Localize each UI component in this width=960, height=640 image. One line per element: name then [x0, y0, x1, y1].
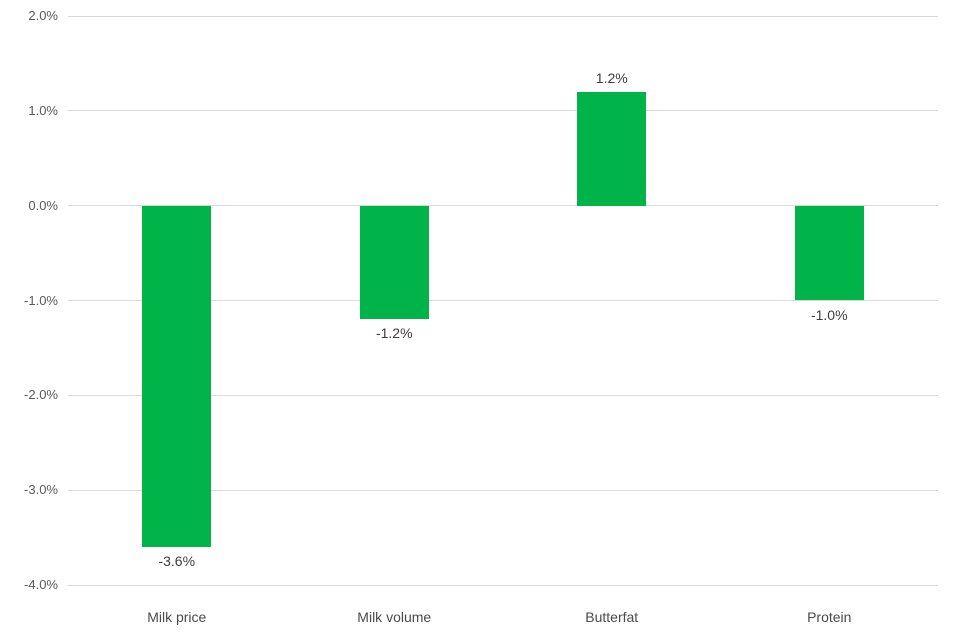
y-axis-tick-label: -4.0%: [24, 577, 58, 592]
bar-milk-price: [142, 205, 212, 548]
x-axis-category-label: Milk volume: [357, 609, 432, 625]
bar-protein: [794, 205, 864, 301]
y-axis-tick-label: 1.0%: [28, 102, 58, 118]
data-label: -3.6%: [158, 553, 196, 570]
data-label: 1.2%: [595, 69, 628, 86]
data-label: -1.0%: [810, 306, 848, 323]
y-gridline: [68, 584, 938, 586]
data-label: -1.2%: [375, 325, 413, 342]
y-axis-tick-label: -2.0%: [24, 387, 58, 403]
x-axis-category-label: Butterfat: [585, 609, 639, 625]
y-gridline: [68, 489, 938, 491]
y-gridline: [68, 110, 938, 112]
x-axis-category-label: Protein: [807, 609, 852, 625]
y-axis-tick-label: -3.0%: [24, 482, 58, 498]
y-gridline: [68, 205, 938, 207]
x-axis-category-label: Milk price: [147, 609, 207, 625]
bar-milk-volume: [359, 205, 429, 320]
y-axis-tick-label: 2.0%: [28, 8, 58, 23]
bar-butterfat: [577, 91, 647, 206]
y-axis-tick-label: 0.0%: [28, 197, 58, 213]
y-gridline: [68, 15, 938, 17]
y-gridline: [68, 394, 938, 396]
y-axis-tick-label: -1.0%: [24, 292, 58, 308]
y-gridline: [68, 300, 938, 301]
